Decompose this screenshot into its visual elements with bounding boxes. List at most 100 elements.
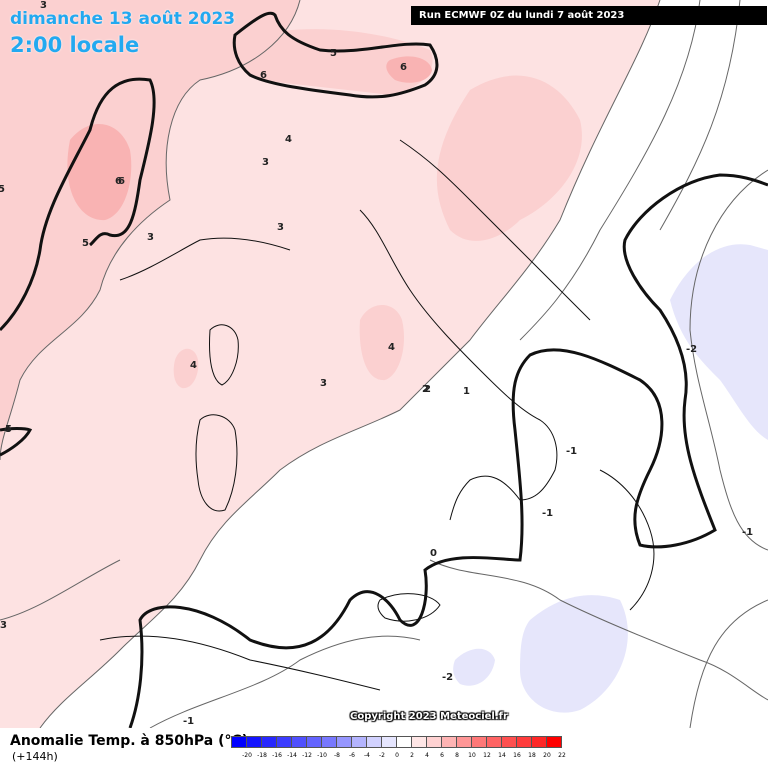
contour-5-west [0,77,156,332]
scale-swatch [276,736,292,748]
contour-label: 4 [388,342,395,353]
scale-tick-label: -6 [349,752,355,759]
scale-swatch [336,736,352,748]
scale-tick-label: -2 [379,752,385,759]
contour-label: 5 [82,238,89,249]
scale-swatch [261,736,277,748]
contour-label: 6 [118,176,125,187]
contour-label: 6 [400,62,407,73]
contour-label: 3 [320,378,327,389]
coastline-sicily [377,593,441,622]
contour-label: 2 [422,384,429,395]
scale-swatch [381,736,397,748]
contour-0-central [128,173,768,728]
scale-swatch [516,736,532,748]
contour-5-sw [0,427,33,457]
warm-anomaly-area-4-6-east [436,75,582,241]
contour-label: 3 [147,232,154,243]
scale-swatch [291,736,307,748]
coastline-africa [99,635,381,691]
scale-tick-label: -4 [364,752,370,759]
cold-anomaly-area-south [520,595,628,713]
scale-swatch [321,736,337,748]
contour-label: 5 [5,424,12,435]
scale-swatch [501,736,517,748]
legend-title: Anomalie Temp. à 850hPa (°C) [10,733,249,749]
contour-label: 0 [430,548,437,559]
scale-tick-label: 6 [440,752,444,759]
forecast-date: dimanche 13 août 2023 [10,9,236,29]
scale-swatch [546,736,562,748]
contour-label: 1 [463,386,470,397]
scale-tick-label: 20 [543,752,551,759]
contour-label: 3 [277,222,284,233]
warm-anomaly-area-6-8 [67,123,132,221]
coastline-adriatic [399,139,591,321]
legend-subtitle: (+144h) [12,750,58,763]
scale-swatch [246,736,262,748]
contour-label: -1 [742,527,753,538]
coastline-france [119,237,291,281]
scale-swatch [351,736,367,748]
contour-label: 3 [40,0,47,11]
coastline-sardinia [195,414,238,512]
scale-tick-label: -18 [257,752,267,759]
scale-tick-label: 16 [513,752,521,759]
scale-tick-label: -10 [317,752,327,759]
contour-label: 4 [190,360,197,371]
scale-tick-label: -16 [272,752,282,759]
scale-tick-label: 8 [455,752,459,759]
scale-tick-label: 12 [483,752,491,759]
warm-anomaly-area-4-6 [0,0,300,460]
scale-swatch [441,736,457,748]
copyright-text: Copyright 2023 Meteociel.fr [350,711,508,722]
scale-swatch [411,736,427,748]
temperature-anomaly-map: 3 5 6 6 6 3 4 5 3 3 3 4 4 3 2 1 -1 -2 -1… [0,0,768,728]
contour-label: 5 [0,184,5,195]
scale-swatch [306,736,322,748]
scale-tick-label: 0 [395,752,399,759]
contour-label: 3 [0,620,7,631]
coastline-greece [599,469,655,611]
warm-anomaly-area-4-6-italy [359,305,405,381]
contour-label: -1 [542,508,553,519]
contour-5-alps [232,11,439,99]
contour-label: 5 [330,48,337,59]
cold-anomaly-area-greece [453,648,495,686]
scale-swatch [396,736,412,748]
scale-tick-label: 22 [558,752,566,759]
scale-tick-label: -8 [334,752,340,759]
color-scale [231,736,562,748]
warm-anomaly-area-4-6-corsica [173,348,199,389]
warm-anomaly-area-6-8-alps [386,56,432,83]
contour-label: -2 [442,672,453,683]
scale-swatch [486,736,502,748]
cold-anomaly-area-east [670,244,768,440]
legend-panel: Anomalie Temp. à 850hPa (°C) (+144h) -20… [0,728,768,768]
forecast-time: 2:00 locale [10,33,140,57]
scale-tick-label: 18 [528,752,536,759]
scale-tick-label: -12 [302,752,312,759]
scale-swatch [456,736,472,748]
contour-label: 6 [260,70,267,81]
scale-tick-label: -20 [242,752,252,759]
scale-swatch [471,736,487,748]
contour-label: 4 [285,134,292,145]
scale-swatch [531,736,547,748]
contour-label: -1 [183,716,194,727]
scale-swatch [366,736,382,748]
scale-swatch [426,736,442,748]
scale-swatch [231,736,247,748]
scale-tick-label: 10 [468,752,476,759]
coastline-corsica [209,324,239,386]
contour-label: -1 [566,446,577,457]
scale-tick-label: -14 [287,752,297,759]
contour-label: 6 [115,176,122,187]
contour-label: 2 [424,384,431,395]
color-scale-ticks: -20 -18 -16 -14 -12 -10 -8 -6 -4 -2 0 2 4 6 8 10 12 14 16 1… [231,752,571,764]
coastline-italy [359,209,558,521]
scale-tick-label: 4 [425,752,429,759]
scale-tick-label: 14 [498,752,506,759]
contour-label: 4 [4,424,11,435]
scale-tick-label: 2 [410,752,414,759]
